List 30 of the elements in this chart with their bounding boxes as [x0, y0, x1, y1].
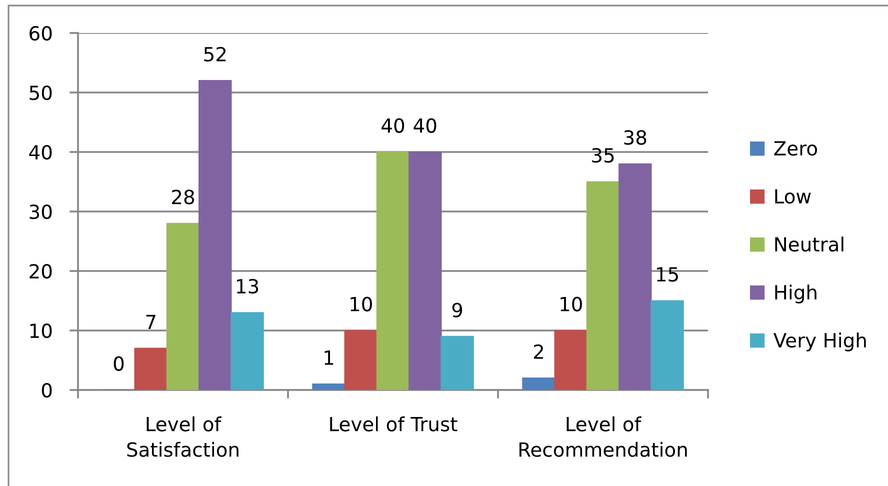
- data-label: 7: [146, 314, 156, 330]
- legend-label: Low: [775, 189, 811, 204]
- y-tick-label: 60: [30, 26, 52, 41]
- y-tick-label: 20: [30, 264, 52, 279]
- y-tick-label: 0: [42, 382, 52, 398]
- data-label: 28: [172, 190, 194, 204]
- y-tick-label: 10: [30, 323, 52, 338]
- legend-label: Neutral: [775, 236, 844, 252]
- x-tick-label: Level of Recommendation: [519, 416, 687, 457]
- data-label: 52: [204, 46, 226, 62]
- data-label: 1: [324, 350, 334, 365]
- y-tick-label: 40: [29, 144, 52, 160]
- x-tick-label: Level of Trust: [330, 416, 458, 432]
- y-tick-label: 50: [30, 85, 52, 100]
- data-label: 9: [452, 302, 462, 318]
- data-label: 2: [534, 344, 543, 359]
- data-label: 10: [350, 296, 372, 312]
- data-label: 35: [592, 148, 614, 163]
- legend-label: High: [775, 284, 816, 304]
- x-tick-label: Level of Satisfaction: [127, 416, 238, 457]
- y-tick-label: 30: [30, 204, 52, 220]
- data-label: 0: [114, 356, 124, 371]
- data-label: 10: [560, 296, 582, 312]
- legend-label: Zero: [774, 141, 818, 156]
- data-label: 38: [624, 130, 646, 145]
- data-label: 40: [414, 118, 436, 133]
- data-label: 15: [657, 267, 678, 282]
- legend-label: Very High: [773, 332, 866, 352]
- data-label: 13: [237, 278, 258, 294]
- data-label: 40: [382, 118, 404, 133]
